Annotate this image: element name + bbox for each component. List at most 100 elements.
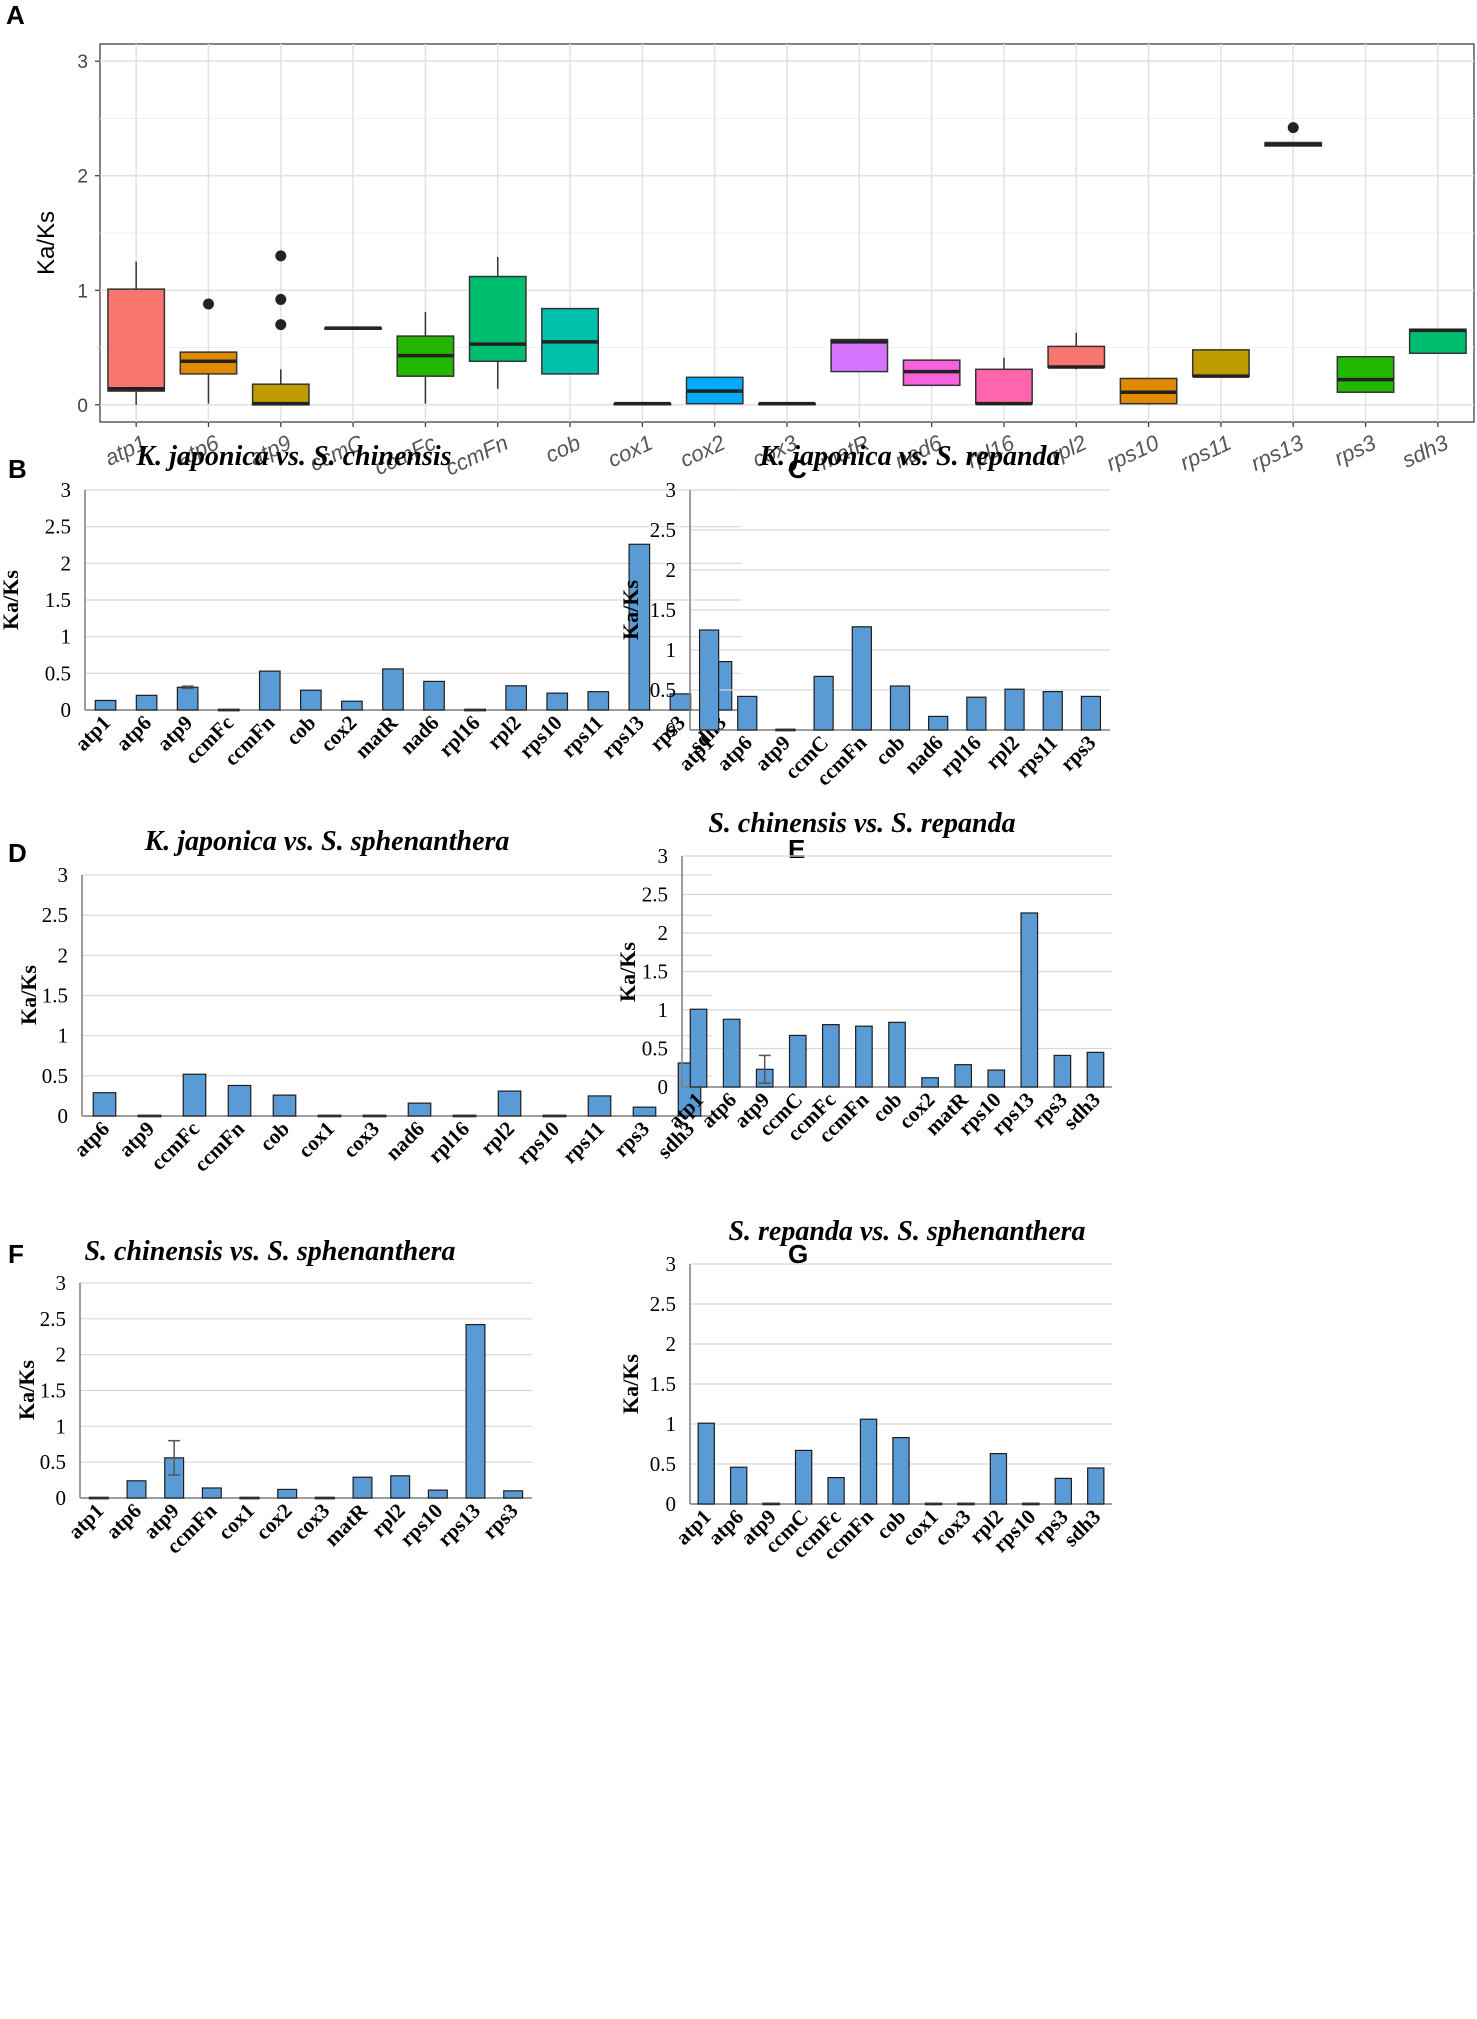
- chart-title: K. japonica vs. S. repanda: [758, 441, 1060, 472]
- bar-cob: [272, 1094, 297, 1117]
- bar-ccmFc: [182, 1073, 207, 1117]
- bar-cox2: [921, 1077, 939, 1088]
- bar-ccmFn: [859, 1418, 878, 1505]
- x-tick-label: rpl16: [423, 1117, 474, 1168]
- x-tick-label: cox2: [251, 1499, 297, 1545]
- chart-title: K. japonica vs. S. sphenanthera: [144, 826, 510, 857]
- bar-rps10: [427, 1489, 448, 1499]
- bar-rpl2: [505, 685, 528, 711]
- bar-cox2: [341, 700, 363, 711]
- bar-atp6: [729, 1466, 748, 1505]
- bar-rpl2: [1004, 688, 1025, 731]
- x-tick-label: rps3: [1330, 430, 1380, 471]
- bar-rpl16: [966, 696, 987, 731]
- x-tick-label: rps11: [556, 711, 608, 763]
- bar-cob: [299, 689, 322, 711]
- bar-ccmFn: [227, 1084, 252, 1117]
- bar-rpl2: [989, 1452, 1008, 1505]
- panel-letter: B: [8, 454, 27, 484]
- bar-matR: [954, 1064, 973, 1088]
- y-tick-label: 3: [666, 478, 677, 502]
- y-axis-label: Ka/Ks: [16, 965, 41, 1025]
- bar-atp6: [737, 695, 758, 731]
- bar-rps11: [587, 1095, 612, 1117]
- y-tick-label: 2: [666, 1332, 677, 1356]
- y-tick-label: 1.5: [650, 1372, 676, 1396]
- y-tick-label: 0: [666, 1492, 677, 1516]
- y-tick-label: 1: [666, 1412, 677, 1436]
- bar-cox1: [317, 1114, 342, 1118]
- box-atp9: [251, 383, 310, 406]
- y-tick-label: 1: [77, 281, 88, 302]
- outlier-point: [1287, 122, 1299, 134]
- y-tick-label: 1.5: [45, 588, 71, 612]
- x-tick-label: rpl16: [434, 711, 485, 762]
- y-tick-label: 1: [666, 638, 677, 662]
- bar-rps3: [1080, 695, 1102, 731]
- y-tick-label: 2.5: [42, 903, 68, 927]
- x-tick-label: rps11: [1176, 430, 1235, 475]
- bar-atp1: [88, 1496, 109, 1500]
- y-tick-label: 1: [56, 1414, 67, 1438]
- y-tick-label: 3: [666, 1252, 677, 1276]
- x-tick-label: rps10: [395, 1499, 447, 1551]
- bar-matR: [352, 1476, 373, 1499]
- y-axis-label: Ka/Ks: [14, 1360, 39, 1420]
- y-tick-label: 3: [61, 478, 72, 502]
- chart-title: K. japonica vs. S. chinensis: [135, 441, 451, 472]
- x-tick-label: rps11: [1011, 731, 1063, 783]
- bar-rps10: [987, 1069, 1006, 1088]
- x-tick-label: rps3: [478, 1499, 523, 1544]
- bar-ccmFn: [851, 626, 872, 731]
- outlier-point: [202, 298, 214, 310]
- outlier-point: [275, 319, 287, 331]
- panel-letter: A: [6, 0, 25, 30]
- y-axis-label: Ka/Ks: [618, 1354, 643, 1414]
- y-tick-label: 0.5: [40, 1450, 66, 1474]
- x-tick-label: rps10: [1102, 430, 1163, 476]
- panel-e: ES. chinensis vs. S. repanda00.511.522.5…: [615, 808, 1112, 1147]
- bar-rps13: [1020, 912, 1039, 1088]
- y-tick-label: 2.5: [45, 515, 71, 539]
- x-tick-label: atp6: [69, 1117, 114, 1162]
- y-axis-label: Ka/Ks: [615, 942, 640, 1002]
- y-tick-label: 3: [658, 844, 669, 868]
- bar-ccmFn: [258, 670, 281, 711]
- chart-title: S. chinensis vs. S. repanda: [708, 808, 1015, 839]
- outlier-point: [275, 250, 287, 262]
- box-sdh3: [1408, 328, 1467, 355]
- bar-atp1: [698, 629, 720, 731]
- y-tick-label: 0.5: [650, 1452, 676, 1476]
- bar-ccmFc: [217, 708, 240, 712]
- x-tick-label: sdh3: [1398, 430, 1452, 473]
- bar-atp1: [94, 699, 117, 711]
- box-rpl16: [974, 368, 1033, 405]
- y-axis-label: Ka/Ks: [618, 580, 643, 640]
- y-tick-label: 2: [58, 943, 69, 967]
- chart-title: S. repanda vs. S. sphenanthera: [728, 1216, 1085, 1247]
- bar-atp6: [722, 1018, 741, 1088]
- bar-cox3: [362, 1114, 387, 1118]
- x-tick-label: nad6: [899, 731, 947, 779]
- x-tick-label: rps13: [433, 1499, 485, 1551]
- bar-cob: [888, 1021, 906, 1088]
- y-tick-label: 3: [77, 52, 88, 73]
- box-rps11: [1191, 349, 1250, 377]
- bar-rps3: [503, 1490, 524, 1499]
- y-tick-label: 1.5: [42, 984, 68, 1008]
- bar-rps10: [546, 692, 569, 711]
- y-tick-label: 0: [666, 718, 677, 742]
- y-tick-label: 2: [666, 558, 677, 582]
- bar-ccmFn: [201, 1487, 222, 1499]
- y-axis-label: Ka/Ks: [33, 211, 60, 275]
- bar-ccmC: [794, 1449, 813, 1505]
- y-tick-label: 1.5: [650, 598, 676, 622]
- x-tick-label: ccmFn: [441, 430, 511, 481]
- bar-rps3: [632, 1106, 657, 1117]
- y-tick-label: 2.5: [650, 518, 676, 542]
- x-tick-label: ccmFn: [189, 1116, 249, 1176]
- y-tick-label: 2: [61, 551, 72, 575]
- bar-ccmFc: [827, 1476, 845, 1505]
- x-tick-label: cox1: [213, 1499, 259, 1545]
- x-tick-label: sdh3: [1058, 1088, 1105, 1135]
